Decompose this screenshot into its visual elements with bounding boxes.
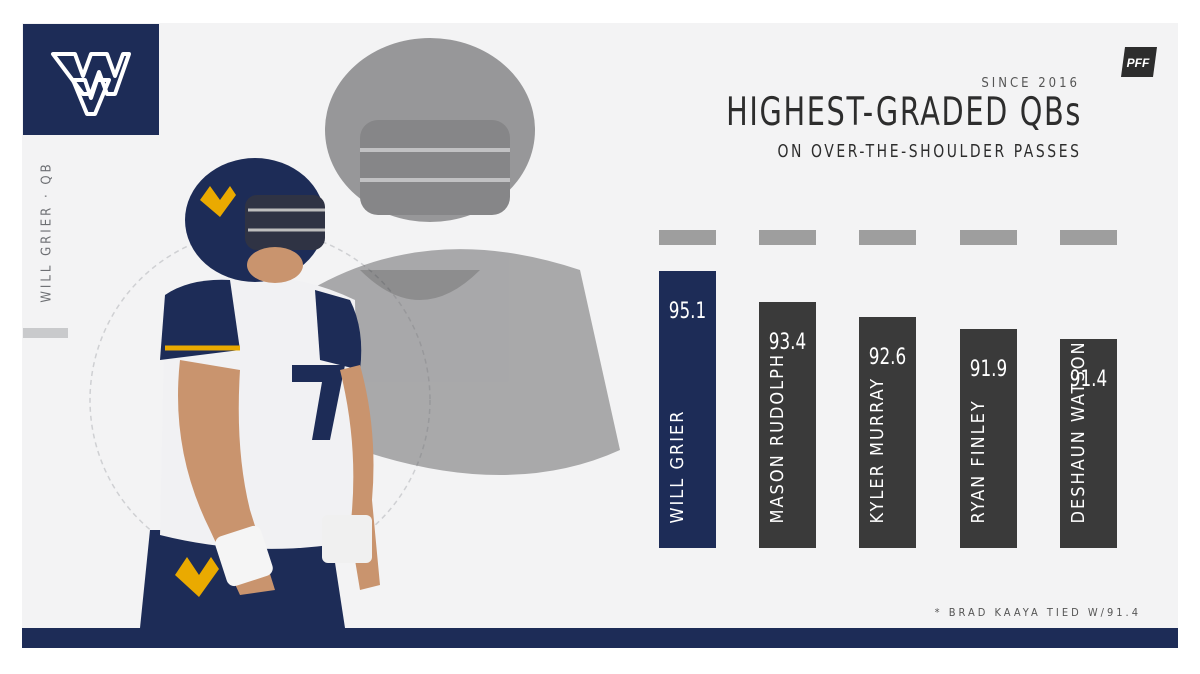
- bar-value-label: 91.9: [969, 357, 1008, 382]
- bar-fill: 93.4 MASON RUDOLPH: [759, 302, 816, 548]
- bar-category-label: WILL GRIER: [666, 409, 688, 524]
- bar-value-label: 92.6: [868, 345, 907, 370]
- bar-cap: [960, 230, 1017, 245]
- bar-kyler-murray: 92.6 KYLER MURRAY: [859, 230, 916, 548]
- bar-ryan-finley: 91.9 RYAN FINLEY: [960, 230, 1017, 548]
- chart-kicker: SINCE 2016: [981, 76, 1080, 91]
- side-divider: [23, 328, 68, 338]
- bar-category-label: DESHAUN WATSON: [1067, 340, 1089, 524]
- bar-category-label: KYLER MURRAY: [866, 376, 888, 524]
- flying-wv-icon: [51, 52, 131, 116]
- pff-logo-text: PFF: [1127, 56, 1150, 70]
- bar-value-label: 93.4: [768, 330, 807, 355]
- bar-fill: 91.9 RYAN FINLEY: [960, 329, 1017, 548]
- bar-cap: [759, 230, 816, 245]
- bar-fill: 95.1 WILL GRIER: [659, 271, 716, 548]
- bar-cap: [659, 230, 716, 245]
- pff-logo-icon: PFF: [1119, 45, 1159, 79]
- chart-footnote: * BRAD KAAYA TIED W/91.4: [934, 606, 1141, 619]
- bar-mason-rudolph: 93.4 MASON RUDOLPH: [759, 230, 816, 548]
- bar-value-label: 91.4: [1069, 367, 1108, 392]
- bar-value-label: 95.1: [668, 299, 707, 324]
- bar-cap: [859, 230, 916, 245]
- bar-will-grier: 95.1 WILL GRIER: [659, 230, 716, 548]
- bar-fill: 91.4 DESHAUN WATSON: [1060, 339, 1117, 548]
- footer-band: [22, 628, 1178, 648]
- chart-title: HIGHEST-GRADED QBs: [726, 90, 1082, 135]
- player-photo: [60, 30, 630, 628]
- chart-subtitle: ON OVER-THE-SHOULDER PASSES: [777, 141, 1082, 162]
- bar-cap: [1060, 230, 1117, 245]
- bar-fill: 92.6 KYLER MURRAY: [859, 317, 916, 548]
- wvu-logo: [23, 24, 159, 135]
- bar-deshaun-watson: 91.4 DESHAUN WATSON: [1060, 230, 1117, 548]
- bar-category-label: MASON RUDOLPH: [766, 352, 788, 524]
- bar-category-label: RYAN FINLEY: [967, 399, 989, 524]
